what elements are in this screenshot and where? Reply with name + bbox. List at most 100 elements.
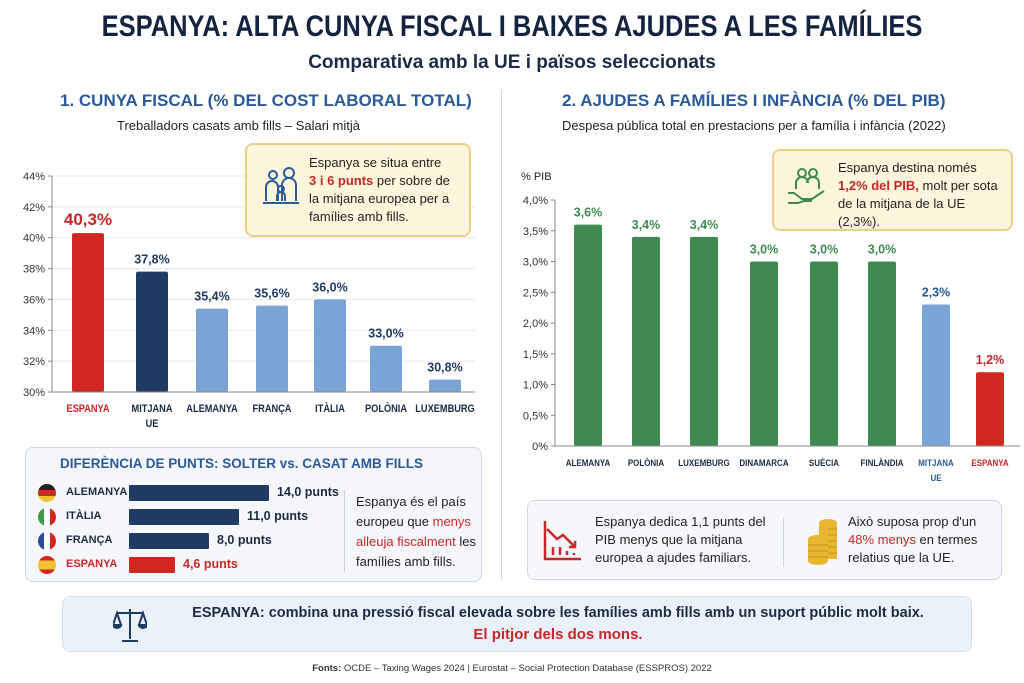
banner-line2: El pitjor dels dos mons.	[473, 626, 643, 643]
y-tick-label: 4,0%	[523, 195, 548, 207]
coins-icon	[808, 519, 837, 565]
data-label: 2,3%	[922, 286, 951, 300]
callout-tax-text: Espanya se situa entre	[309, 155, 442, 170]
data-label: 3,0%	[868, 243, 897, 257]
data-label: 3,6%	[574, 206, 603, 220]
footer-text: OCDE – Taxing Wages 2024 | Eurostat – So…	[341, 663, 712, 674]
chart2-title: 2. AJUDES A FAMÍLIES I INFÀNCIA (% DEL P…	[562, 91, 946, 110]
data-label: 37,8%	[134, 253, 169, 267]
callout-tax: Espanya se situa entre 3 i 6 punts per so…	[245, 143, 471, 237]
difference-bar	[129, 533, 209, 549]
main-subtitle: Comparativa amb la UE i països seleccion…	[308, 52, 716, 73]
y-tick-label: 0,5%	[523, 410, 548, 422]
bar	[574, 224, 602, 446]
data-label: 35,6%	[254, 287, 289, 301]
bar	[690, 236, 718, 446]
section-divider	[501, 90, 502, 580]
bar	[750, 261, 778, 446]
difference-row: ALEMANYA 14,0 punts	[26, 483, 346, 503]
scales-icon	[113, 609, 147, 642]
bar	[370, 345, 402, 392]
chart2-svg: % PIB 0% 0,5% 1,0% 1,5% 2,0% 2,5% 3,0% 3,5% 4,0% 3…	[521, 171, 1020, 483]
data-label: 33,0%	[368, 327, 403, 341]
data-label: 40,3%	[64, 210, 112, 229]
callout-aid-text: Espanya destina només	[838, 160, 977, 175]
bar	[810, 261, 838, 446]
difference-country: ESPANYA	[66, 558, 118, 570]
difference-bar	[129, 557, 175, 573]
bar	[72, 233, 104, 392]
category-label: MITJANA	[131, 403, 173, 415]
stats-panel: Espanya dedica 1,1 punts del PIB menys q…	[527, 500, 1002, 580]
difference-country: ALEMANYA	[66, 486, 128, 498]
spain-flag-icon	[38, 556, 56, 574]
divider	[783, 517, 784, 567]
y-tick-label: 1,0%	[523, 380, 548, 392]
footer-label: Fonts:	[312, 663, 342, 674]
chart1-svg: 30% 32% 34% 36% 38% 40% 42% 44% 40,3% ESPANYA 37,8…	[23, 171, 475, 430]
stat-text2: en termes relatius que la UE.	[848, 532, 978, 565]
difference-note: Espanya és el país europeu que menys all…	[356, 492, 478, 572]
callout-aid-highlight: 1,2% del PIB,	[838, 178, 919, 193]
category-label: POLÒNIA	[365, 401, 408, 415]
y-tick-label: 42%	[23, 202, 45, 214]
category-label: LUXEMBURG	[678, 457, 730, 468]
callout-aid: Espanya destina només 1,2% del PIB, molt …	[772, 149, 1013, 231]
hand-family-icon	[788, 168, 825, 204]
chart2-subtitle: Despesa pública total en prestacions per…	[562, 118, 946, 133]
difference-row: FRANÇA 8,0 punts	[26, 531, 346, 551]
y-tick-label: 0%	[532, 441, 548, 453]
banner-line1: ESPANYA: combina una pressió fiscal elev…	[192, 605, 924, 621]
family-icon	[263, 167, 299, 204]
italy-flag-icon	[38, 508, 56, 526]
bar	[136, 271, 168, 392]
category-label: ALEMANYA	[566, 457, 611, 468]
data-label: 35,4%	[194, 290, 229, 304]
difference-value: 4,6 punts	[183, 557, 238, 571]
divider	[344, 490, 345, 572]
y-tick-label: 1,5%	[523, 349, 548, 361]
bar	[632, 236, 660, 446]
data-label: 3,4%	[690, 218, 719, 232]
bar	[922, 304, 950, 446]
chart1-subtitle: Treballadors casats amb fills – Salari m…	[117, 118, 360, 133]
difference-value: 14,0 punts	[277, 485, 339, 499]
difference-panel: DIFERÈNCIA DE PUNTS: SOLTER vs. CASAT AM…	[25, 447, 482, 582]
france-flag-icon	[38, 532, 56, 550]
difference-title: DIFERÈNCIA DE PUNTS: SOLTER vs. CASAT AM…	[60, 456, 424, 471]
category-label: LUXEMBURG	[415, 403, 475, 415]
y-tick-label: 38%	[23, 264, 45, 276]
difference-value: 11,0 punts	[247, 509, 309, 523]
y-tick-label: 40%	[23, 233, 45, 245]
data-label: 3,4%	[632, 218, 661, 232]
bar	[196, 308, 228, 392]
declining-chart-icon	[543, 521, 581, 561]
conclusion-banner: ESPANYA: combina una pressió fiscal elev…	[62, 596, 972, 652]
sources-footer: Fonts: OCDE – Taxing Wages 2024 | Eurost…	[0, 663, 1024, 674]
category-label: ALEMANYA	[186, 403, 238, 415]
difference-row: ITÀLIA 11,0 punts	[26, 507, 346, 527]
y-tick-label: 36%	[23, 294, 45, 306]
callout-tax-text2: per sobre de la mitjana europea per a fa…	[309, 173, 450, 224]
y-tick-label: 3,0%	[523, 257, 548, 269]
y-tick-label: 32%	[23, 356, 45, 368]
data-label: 1,2%	[976, 353, 1005, 367]
difference-country: ITÀLIA	[66, 510, 102, 522]
category-label: FRANÇA	[253, 403, 293, 415]
bar	[976, 372, 1004, 446]
category-label: FINLÀNDIA	[861, 457, 905, 468]
category-label: SUÈCIA	[809, 457, 840, 468]
category-label: UE	[146, 418, 159, 430]
data-label: 30,8%	[427, 361, 462, 375]
y-tick-label: 2,5%	[523, 287, 548, 299]
category-label: UE	[930, 472, 941, 483]
data-label: 3,0%	[750, 243, 779, 257]
difference-row: ESPANYA 4,6 punts	[26, 555, 346, 575]
germany-flag-icon	[38, 484, 56, 502]
y-tick-label: 44%	[23, 171, 45, 183]
note-text2: les famílies amb fills.	[356, 534, 476, 569]
category-label: POLÒNIA	[628, 456, 665, 468]
note-text: Espanya és el país europeu que	[356, 494, 466, 529]
y-axis-label: % PIB	[521, 171, 552, 183]
y-tick-label: 34%	[23, 325, 45, 337]
